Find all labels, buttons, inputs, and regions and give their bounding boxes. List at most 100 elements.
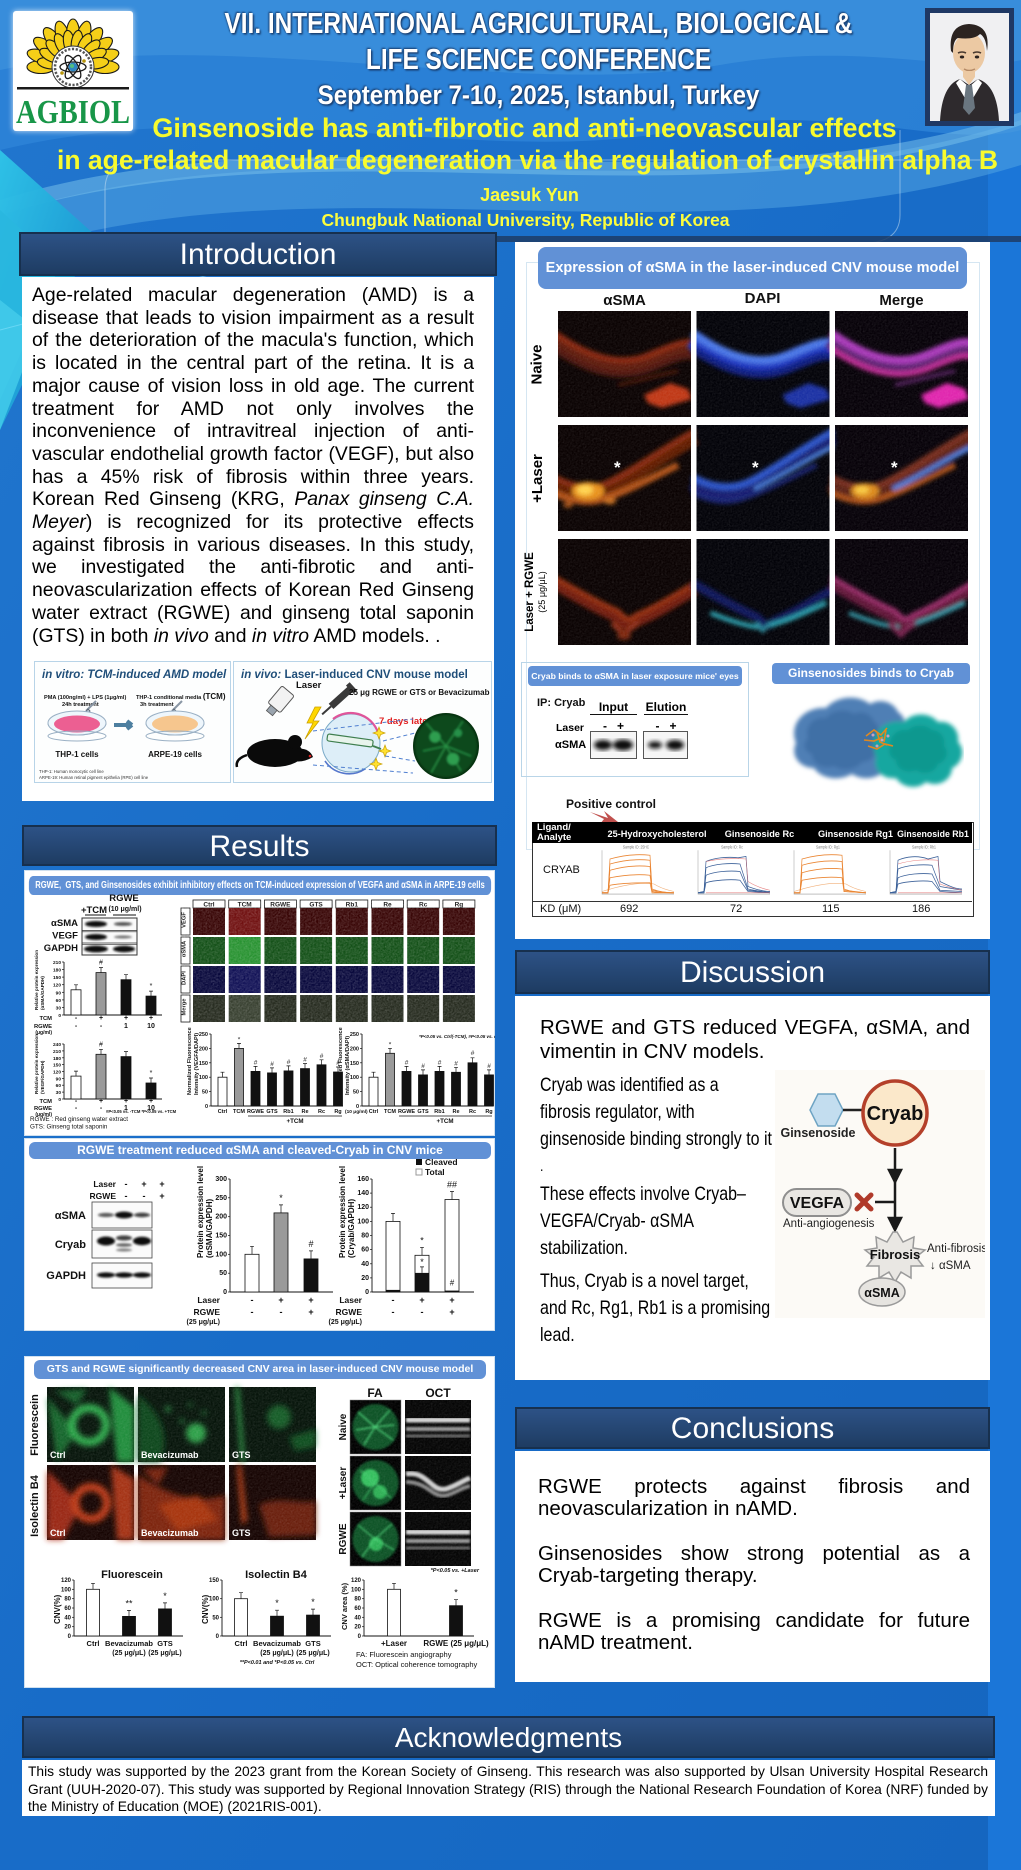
svg-text:RGWE: RGWE — [338, 1523, 349, 1554]
svg-text:*: * — [275, 1598, 279, 1608]
svg-text:0: 0 — [68, 1634, 72, 1640]
svg-text:60: 60 — [64, 1606, 71, 1612]
svg-text:#: # — [487, 1063, 491, 1070]
svg-text:30: 30 — [56, 1005, 62, 1011]
svg-text:80: 80 — [354, 1597, 361, 1603]
svg-text:300: 300 — [215, 1176, 227, 1183]
svg-text:GTS: Ginseng total saponin: GTS: Ginseng total saponin — [30, 1124, 108, 1131]
svg-text:GAPDH: GAPDH — [46, 1270, 86, 1282]
svg-text:0: 0 — [358, 1634, 362, 1640]
svg-text:+Laser: +Laser — [381, 1639, 407, 1648]
svg-text:GTS: GTS — [417, 1109, 429, 1115]
svg-text:150: 150 — [209, 1578, 220, 1584]
svg-text:100: 100 — [199, 1075, 208, 1081]
svg-text:THP-1 cells: THP-1 cells — [55, 750, 99, 759]
svg-text:*: * — [389, 1041, 392, 1048]
svg-text:αSMA: αSMA — [864, 1286, 899, 1300]
svg-text:PMA (100ng/ml) + LPS (1μg/ml): PMA (100ng/ml) + LPS (1μg/ml) — [44, 695, 126, 701]
svg-text:+: + — [149, 1098, 153, 1105]
svg-text:RGWE (25 μg/μL): RGWE (25 μg/μL) — [423, 1639, 489, 1648]
svg-text:40: 40 — [64, 1615, 71, 1621]
svg-text:+: + — [449, 1295, 454, 1305]
svg-text:*: * — [150, 1070, 153, 1077]
svg-text:Laser: Laser — [197, 1295, 220, 1305]
svg-text:180: 180 — [53, 968, 61, 974]
svg-text:-: - — [392, 1295, 395, 1305]
svg-text:150: 150 — [199, 1061, 208, 1067]
svg-text:#: # — [320, 1053, 324, 1060]
svg-text:20: 20 — [64, 1625, 71, 1631]
svg-text:150: 150 — [53, 975, 61, 981]
svg-text:GTS: GTS — [157, 1639, 172, 1648]
svg-text:250: 250 — [199, 1032, 208, 1038]
svg-text:60: 60 — [354, 1606, 361, 1612]
svg-text:250: 250 — [215, 1195, 227, 1202]
svg-text:Re: Re — [452, 1109, 459, 1115]
svg-text:120: 120 — [61, 1578, 72, 1584]
svg-text:#: # — [303, 1057, 307, 1064]
svg-text:-: - — [251, 1295, 254, 1305]
svg-text:-: - — [75, 1098, 78, 1105]
svg-text:7 days later: 7 days later — [379, 716, 432, 727]
svg-text:#: # — [450, 1279, 455, 1288]
svg-text:Normalized Fluorescence: Normalized Fluorescence — [338, 1027, 344, 1095]
svg-text:+: + — [308, 1295, 313, 1305]
svg-text:Sample ID: Rc: Sample ID: Rc — [721, 845, 743, 849]
svg-text:(25 μg/μL): (25 μg/μL) — [112, 1650, 145, 1657]
svg-text:**P<0.01 and *P<0.05 vs. Ctrl: **P<0.01 and *P<0.05 vs. Ctrl — [240, 1660, 315, 1666]
svg-text:Fibrosis: Fibrosis — [870, 1247, 921, 1262]
svg-text:0: 0 — [58, 1013, 61, 1019]
svg-text:#: # — [438, 1059, 442, 1066]
svg-text:60: 60 — [56, 998, 62, 1004]
svg-text:(25 μg/μL): (25 μg/μL) — [187, 1319, 220, 1326]
svg-text:Intensity (VEGFA/DAPI): Intensity (VEGFA/DAPI) — [194, 1033, 200, 1095]
svg-text:Cryab: Cryab — [867, 1103, 924, 1125]
svg-text:180: 180 — [53, 1056, 61, 1062]
svg-text:#: # — [270, 1061, 274, 1068]
svg-text:200: 200 — [350, 1046, 359, 1052]
svg-text:RGWE: RGWE — [247, 1109, 264, 1115]
svg-text:40: 40 — [361, 1261, 369, 1268]
svg-text:#: # — [99, 960, 103, 967]
svg-text:#: # — [254, 1059, 258, 1066]
svg-text:Isolectin B4: Isolectin B4 — [29, 1474, 41, 1537]
svg-text:#: # — [421, 1063, 425, 1070]
svg-text:THP-1 conditional media (TCM): THP-1 conditional media (TCM) — [136, 692, 226, 701]
svg-text:TCM: TCM — [384, 1109, 396, 1115]
svg-text:Sample ID: Rb1: Sample ID: Rb1 — [912, 845, 936, 849]
svg-text:(VEGF/GAPDH): (VEGF/GAPDH) — [40, 1060, 45, 1094]
svg-text:+: + — [449, 1307, 454, 1317]
svg-text:50: 50 — [219, 1270, 227, 1277]
svg-text:40: 40 — [354, 1615, 361, 1621]
svg-text:Ctrl: Ctrl — [235, 1639, 248, 1648]
svg-text:+Laser: +Laser — [338, 1467, 349, 1500]
svg-text:FA: FA — [367, 1386, 383, 1400]
svg-text:20: 20 — [354, 1625, 361, 1631]
svg-text:100: 100 — [350, 1075, 359, 1081]
svg-text:250: 250 — [350, 1032, 359, 1038]
svg-text:Total: Total — [425, 1167, 445, 1177]
svg-text:+: + — [99, 1098, 103, 1105]
svg-text:+TCM: +TCM — [286, 1118, 303, 1125]
svg-text:#: # — [336, 1060, 340, 1067]
svg-text:**: ** — [125, 1598, 133, 1608]
svg-text:#: # — [405, 1059, 409, 1066]
svg-text:CNV(%): CNV(%) — [53, 1594, 62, 1624]
svg-text:100: 100 — [61, 1587, 72, 1593]
svg-text:#: # — [99, 1041, 103, 1048]
svg-text:0: 0 — [223, 1289, 227, 1296]
svg-text:210: 210 — [53, 1049, 61, 1055]
svg-text:(25 μg/μL): (25 μg/μL) — [148, 1650, 181, 1657]
svg-text:GAPDH: GAPDH — [44, 943, 78, 954]
svg-text:Fluorescein: Fluorescein — [101, 1569, 163, 1581]
svg-text:*: * — [279, 1193, 283, 1203]
svg-text:#: # — [308, 1239, 313, 1249]
svg-text:#: # — [287, 1059, 291, 1066]
svg-text:Sample ID: 25HC: Sample ID: 25HC — [623, 845, 650, 849]
svg-text:210: 210 — [53, 960, 61, 966]
svg-text:Naive: Naive — [338, 1413, 349, 1440]
svg-text:+: + — [308, 1307, 313, 1317]
svg-text:(25 μg/μL): (25 μg/μL) — [296, 1650, 329, 1657]
svg-text:Bevacizumab: Bevacizumab — [105, 1639, 153, 1648]
svg-text:in vitro: TCM-induced AMD mode: in vitro: TCM-induced AMD model — [42, 669, 227, 681]
